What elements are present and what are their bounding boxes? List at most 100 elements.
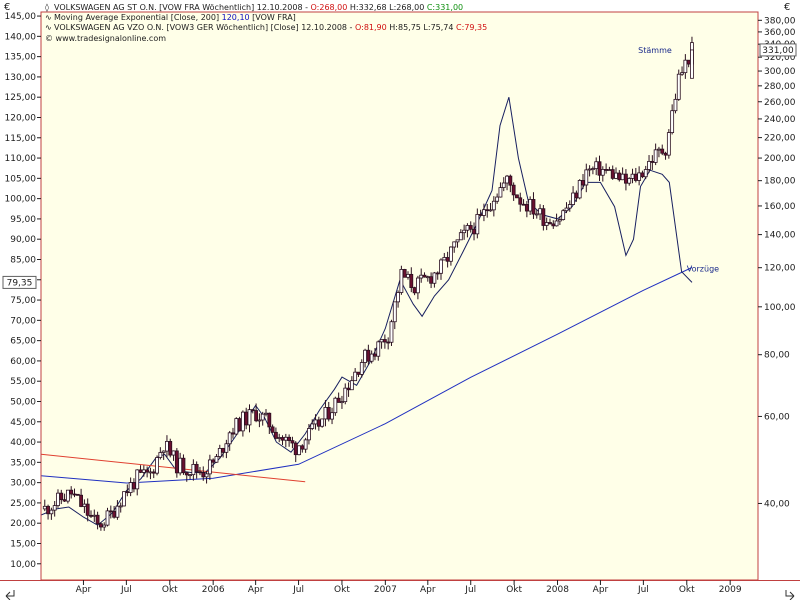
legend-entry-part: [VOW FRA]: [250, 13, 296, 22]
candle-body: [591, 168, 595, 171]
candle-body: [491, 200, 496, 211]
candle-body: [145, 469, 150, 473]
right-axis-tick-label: 160,00: [764, 202, 796, 212]
series-layer: [41, 36, 694, 531]
scroll-right-icon[interactable]: [785, 590, 795, 600]
legend-entry-part: H:332,68 L:268,00: [347, 3, 426, 12]
candle-body: [108, 510, 113, 513]
candle-body: [637, 172, 642, 181]
right-axis-tick-label: 360,00: [764, 28, 796, 38]
candle-body: [515, 194, 519, 199]
candle-body: [379, 339, 384, 343]
candle-body: [224, 443, 229, 453]
x-axis-tick-label: 2006: [202, 585, 225, 595]
candle-body: [353, 371, 358, 382]
left-currency-label: €: [4, 2, 10, 13]
left-axis-tick-label: 20,00: [10, 519, 36, 529]
left-axis-tick-label: 120,00: [5, 113, 37, 123]
candle-body: [458, 232, 463, 241]
x-axis-tick-label: 2009: [719, 585, 742, 595]
candle-body: [452, 241, 457, 248]
left-axis-tick-label: 60,00: [10, 357, 36, 367]
candle-body: [561, 210, 566, 220]
candle-body: [79, 494, 83, 507]
candle-body: [349, 380, 354, 391]
candle-body: [445, 257, 450, 262]
candle-body: [141, 469, 146, 473]
candle-body: [82, 503, 87, 507]
left-axis-tick-label: 95,00: [10, 215, 36, 225]
candle-body: [290, 440, 295, 444]
left-axis-tick-label: 130,00: [5, 73, 37, 83]
right-axis-tick-label: 300,00: [764, 67, 796, 77]
candle-body: [75, 493, 80, 496]
legend-entry-part: Moving Average Exponential [Close, 200]: [54, 13, 222, 22]
candle-body: [168, 441, 173, 456]
x-axis-tick-label: Okt: [679, 585, 695, 595]
candle-body: [666, 132, 671, 156]
scroll-left-icon[interactable]: [5, 590, 15, 600]
candle-body: [650, 160, 655, 163]
candle-body: [359, 362, 364, 375]
candle-body: [581, 180, 585, 186]
legend-entry-part: C:331,00: [427, 3, 463, 12]
right-axis-tick-label: 220,00: [764, 134, 796, 144]
candle-body: [214, 456, 219, 463]
candle-body: [551, 223, 556, 227]
right-axis-tick-label: 120,00: [764, 264, 796, 274]
candle-body: [307, 428, 311, 441]
candle-body: [105, 510, 110, 526]
candle-body: [247, 409, 252, 426]
candle-body: [455, 239, 460, 243]
candle-body: [270, 426, 275, 433]
left-axis-tick-label: 65,00: [10, 337, 36, 347]
candle-body: [346, 387, 351, 391]
candle-body: [323, 407, 328, 420]
candle-body: [627, 178, 632, 184]
candle-body: [620, 173, 625, 181]
candle-body: [267, 412, 272, 428]
candle-body: [85, 503, 90, 516]
chart-annotation: Stämme: [638, 46, 672, 55]
candle-body: [564, 207, 569, 212]
candle-body: [231, 432, 235, 435]
candle-body: [115, 505, 120, 518]
x-axis: Apr Jul Okt 2006 Apr Jul Okt 2007 Apr Jul Okt 2008 A…: [76, 580, 742, 595]
legend-entry: VOLKSWAGEN AG VZO O.N. [VOW3 GER Wöchent…: [54, 23, 487, 32]
candle-body: [280, 437, 285, 441]
candle-body: [99, 523, 103, 528]
candle-body: [663, 152, 668, 156]
candle-body: [376, 341, 381, 357]
right-value-box: [759, 43, 797, 57]
candle-body: [178, 457, 183, 474]
candle-body: [640, 172, 645, 178]
candle-body: [392, 301, 397, 323]
candle-body: [343, 387, 348, 403]
left-axis-tick-label: 145,00: [5, 12, 37, 22]
right-axis-tick-label: 380,00: [764, 16, 796, 26]
x-axis-tick-label: Jul: [637, 585, 649, 595]
candle-body: [630, 173, 635, 179]
candle-body: [548, 222, 552, 225]
candle-body: [577, 180, 582, 199]
left-axis-tick-label: 135,00: [5, 53, 37, 63]
candle-body: [59, 492, 64, 501]
candle-body: [690, 49, 694, 79]
candle-body: [174, 450, 179, 474]
candle-body: [419, 274, 424, 279]
candle-body: [128, 482, 133, 493]
candle-body: [181, 457, 186, 474]
candle-body: [528, 199, 533, 212]
right-axis-tick-label: 60,00: [764, 412, 790, 422]
left-axis-tick-label: 70,00: [10, 316, 36, 326]
candle-body: [122, 491, 126, 507]
left-axis-tick-label: 35,00: [10, 458, 36, 468]
candle-body: [462, 229, 467, 234]
candle-body: [557, 219, 562, 222]
candle-body: [95, 514, 100, 525]
candle-body: [369, 353, 374, 362]
candle-body: [574, 192, 579, 199]
candle-body: [188, 474, 192, 477]
website-label: © www.tradesignalonline.com: [45, 34, 166, 43]
candle-body: [399, 269, 404, 293]
